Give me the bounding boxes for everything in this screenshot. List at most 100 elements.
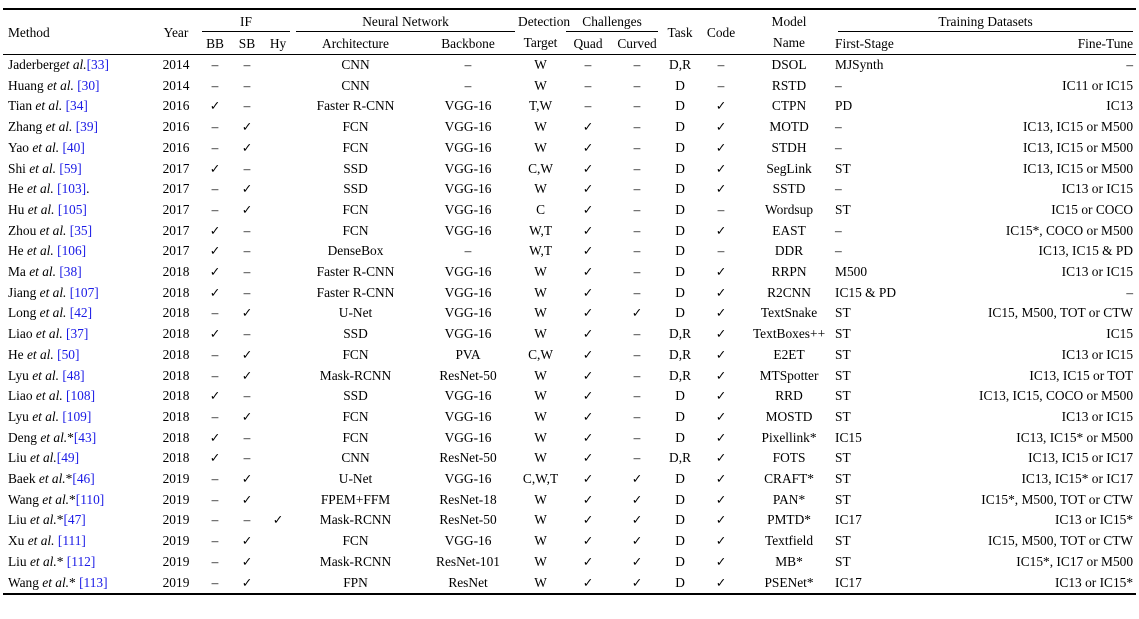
citation-link[interactable]: [37]	[66, 326, 89, 342]
table-row: Huang et al. [30] 2014 – – CNN – W – – D – RSTD – IC1…	[3, 76, 1136, 97]
cell-target: W	[534, 264, 547, 280]
cell-task: D	[675, 429, 685, 445]
citation-link[interactable]: [111]	[57, 533, 86, 549]
citation-link[interactable]: [108]	[66, 388, 96, 404]
cell-fine_tune: IC13 or IC15	[1061, 346, 1134, 362]
cell-year: 2018	[162, 429, 190, 445]
cell-quad: ✓	[582, 243, 594, 259]
table-row: Shi et al. [59] 2017 ✓ – SSD VGG-16 C,W ✓ – D ✓ Seg…	[3, 159, 1136, 180]
etal-text: et al.	[27, 533, 55, 549]
col-header-method: Method	[3, 9, 153, 55]
cell-sb: ✓	[241, 367, 253, 383]
cell-year: 2018	[162, 305, 190, 321]
cell-bb: ✓	[209, 264, 221, 280]
citation-link[interactable]: [48]	[62, 367, 85, 383]
citation-link[interactable]: [109]	[62, 408, 92, 424]
cell-method: He et al. [106]	[3, 241, 153, 262]
author-name: Liu	[8, 512, 30, 528]
cell-target: W	[534, 284, 547, 300]
table-row: Ma et al. [38] 2018 ✓ – Faster R-CNN VGG-16 W ✓…	[3, 262, 1136, 283]
citation-link[interactable]: [33]	[86, 57, 109, 72]
cell-fine_tune: IC13, IC15 or M500	[1022, 119, 1134, 135]
author-name: He	[8, 346, 27, 362]
cell-architecture: FCN	[342, 346, 369, 362]
author-name: Ma	[8, 264, 30, 280]
cell-year: 2018	[162, 408, 190, 424]
cell-curved: –	[633, 243, 641, 259]
citation-link[interactable]: [34]	[65, 98, 88, 114]
citation-link[interactable]: [42]	[69, 305, 93, 321]
cell-backbone: VGG-16	[444, 201, 492, 217]
etal-text: et al.	[32, 408, 59, 424]
cell-bb: –	[211, 533, 219, 549]
table-row: Long et al. [42] 2018 – ✓ U-Net VGG-16 W ✓ ✓ D ✓ Te…	[3, 303, 1136, 324]
table-row: Liao et al. [108] 2018 ✓ – SSD VGG-16 W ✓ – D ✓ RRD…	[3, 386, 1136, 407]
cell-model: CRAFT*	[764, 471, 814, 487]
citation-link[interactable]: [105]	[57, 201, 87, 217]
citation-link[interactable]: [107]	[69, 284, 99, 300]
cell-method: He et al. [50]	[3, 345, 153, 366]
cell-method: Liu et al.[49]	[3, 448, 153, 469]
cell-method: Zhou et al. [35]	[3, 221, 153, 242]
cell-architecture: DenseBox	[327, 243, 384, 259]
cell-target: W	[534, 429, 547, 445]
cell-architecture: SSD	[343, 160, 368, 176]
cell-target: W	[534, 574, 547, 590]
citation-link[interactable]: [38]	[59, 264, 82, 280]
cell-task: D	[675, 491, 685, 507]
citation-period: .	[86, 181, 90, 197]
cell-model: FOTS	[772, 450, 806, 466]
cell-year: 2018	[162, 326, 190, 342]
cell-architecture: Mask-RCNN	[319, 553, 392, 569]
table-row: Wang et al.* [113] 2019 – ✓ FPN ResNet W ✓ ✓ D ✓ PS…	[3, 573, 1136, 595]
citation-link[interactable]: [47]	[63, 512, 86, 528]
cell-hy	[263, 490, 293, 511]
cell-architecture: SSD	[343, 181, 368, 197]
cell-target: W	[534, 491, 547, 507]
cell-first_stage: –	[835, 77, 842, 93]
citation-link[interactable]: [113]	[79, 574, 108, 590]
cell-bb: –	[211, 305, 219, 321]
cell-task: D,R	[669, 57, 691, 72]
author-name: Lyu	[8, 367, 33, 383]
cell-method: Yao et al. [40]	[3, 138, 153, 159]
cell-target: W	[534, 326, 547, 342]
cell-sb: ✓	[241, 181, 253, 197]
cell-fine_tune: IC13 or IC15	[1061, 181, 1134, 197]
citation-link[interactable]: [110]	[75, 491, 105, 507]
cell-curved: ✓	[631, 471, 643, 487]
cell-quad: ✓	[582, 160, 594, 176]
cell-architecture: U-Net	[338, 471, 373, 487]
model-label-line1: Model	[771, 14, 807, 29]
cell-curved: –	[633, 77, 641, 93]
citation-link[interactable]: [39]	[75, 119, 99, 135]
citation-link[interactable]: [59]	[59, 160, 82, 176]
cell-sb: –	[243, 429, 251, 445]
table-row: Liu et al.* [112] 2019 – ✓ Mask-RCNN ResNet-1…	[3, 552, 1136, 573]
citation-link[interactable]: [50]	[57, 346, 80, 362]
citation-link[interactable]: [43]	[73, 429, 97, 445]
citation-link[interactable]: [30]	[77, 77, 100, 93]
cell-backbone: VGG-16	[444, 264, 492, 280]
citation-link[interactable]: [49]	[56, 450, 80, 466]
cell-fine_tune: IC13, IC15* or IC17	[1021, 471, 1134, 487]
cell-curved: –	[633, 429, 641, 445]
citation-link[interactable]: [46]	[72, 471, 95, 487]
author-name: Lyu	[8, 408, 33, 424]
citation-link[interactable]: [106]	[57, 243, 87, 259]
citation-link[interactable]: [103]	[57, 181, 87, 197]
cell-hy	[263, 76, 293, 97]
citation-link[interactable]: [112]	[66, 553, 96, 569]
cell-fine_tune: IC15*, IC17 or M500	[1016, 553, 1134, 569]
citation-link[interactable]: [35]	[69, 222, 93, 238]
cell-year: 2017	[162, 201, 190, 217]
cell-target: C,W,T	[522, 471, 559, 487]
col-header-curved: Curved	[613, 32, 662, 55]
table-row: Zhou et al. [35] 2017 ✓ – FCN VGG-16 W,T ✓ – D ✓ EA…	[3, 221, 1136, 242]
cell-sb: –	[243, 98, 251, 114]
cell-code: ✓	[715, 346, 727, 362]
cell-quad: ✓	[582, 346, 594, 362]
cell-hy	[263, 303, 293, 324]
citation-link[interactable]: [40]	[62, 139, 85, 155]
cell-model: PAN*	[772, 491, 806, 507]
